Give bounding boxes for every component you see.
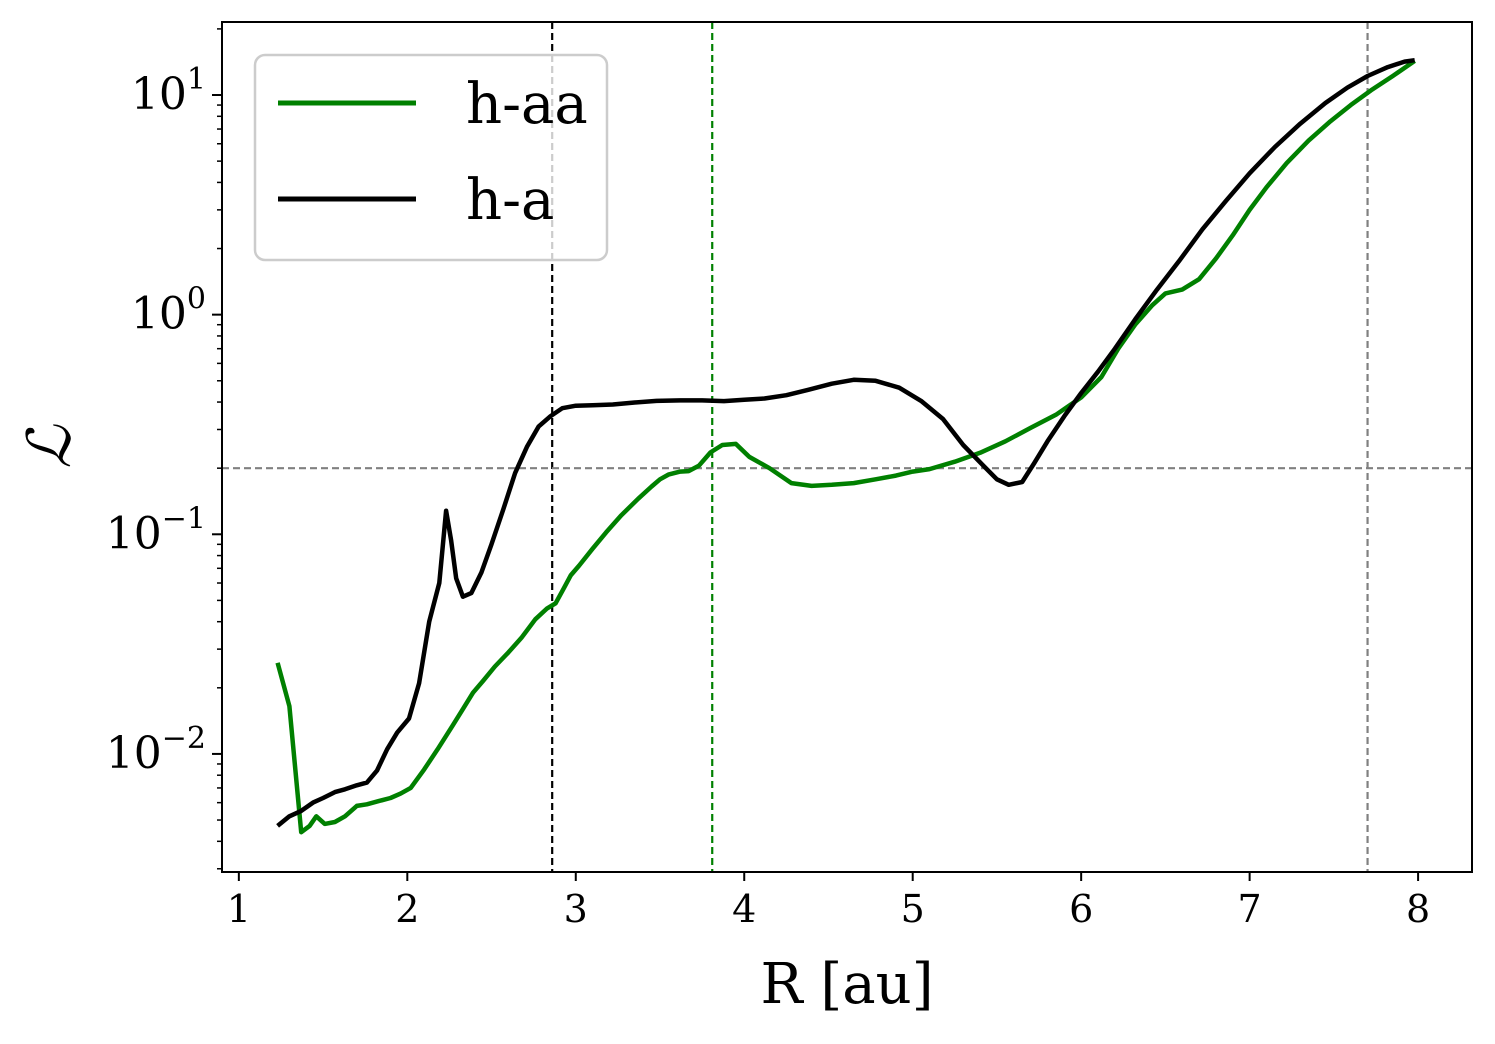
x-tick-label: 2: [395, 887, 419, 931]
legend: h-aa h-a: [253, 53, 609, 262]
series-line-h-a: [276, 57, 1416, 828]
legend-label: h-aa: [466, 72, 588, 137]
x-tick-label: 5: [901, 887, 925, 931]
x-tick-label: 1: [227, 887, 251, 931]
x-tick-label: 7: [1238, 887, 1262, 931]
plot-frame: [221, 21, 1473, 873]
y-tick-label: 101: [131, 62, 206, 120]
y-tick-label: 10−2: [106, 721, 206, 779]
y-tick-label: 100: [131, 282, 206, 340]
x-axis-label: R [au]: [760, 952, 933, 1017]
y-tick-label: 10−1: [106, 501, 206, 559]
legend-box: [253, 53, 609, 262]
legend-label: h-a: [466, 168, 554, 233]
x-tick-label: 3: [564, 887, 588, 931]
x-tick-label: 6: [1069, 887, 1093, 931]
x-axis: 1 2 3 4 5 6 7 8: [227, 872, 1430, 931]
x-tick-label: 4: [732, 887, 756, 931]
series-line-h-aa: [275, 59, 1416, 835]
x-tick-label: 8: [1406, 887, 1430, 931]
reference-lines: [222, 22, 1472, 872]
y-axis: 10−2 10−1 100 101: [106, 28, 222, 870]
y-axis-label: ℒ: [15, 424, 85, 469]
series-layer: [275, 57, 1416, 835]
